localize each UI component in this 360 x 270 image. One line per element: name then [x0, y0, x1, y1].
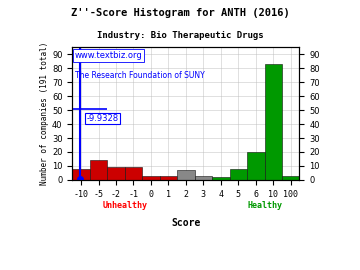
Bar — [230, 169, 247, 180]
Bar — [72, 169, 90, 180]
Bar — [195, 176, 212, 180]
Bar — [107, 167, 125, 180]
Text: www.textbiz.org: www.textbiz.org — [75, 51, 142, 60]
Text: Healthy: Healthy — [247, 201, 282, 210]
Bar — [142, 176, 160, 180]
Bar — [90, 160, 107, 180]
Text: Industry: Bio Therapeutic Drugs: Industry: Bio Therapeutic Drugs — [97, 31, 263, 40]
Text: Z''-Score Histogram for ANTH (2016): Z''-Score Histogram for ANTH (2016) — [71, 8, 289, 18]
Text: -9.9328: -9.9328 — [86, 114, 118, 123]
Bar — [212, 177, 230, 180]
Y-axis label: Number of companies (191 total): Number of companies (191 total) — [40, 42, 49, 185]
Bar — [125, 167, 142, 180]
Bar — [282, 176, 300, 180]
Bar — [160, 176, 177, 180]
Text: Unhealthy: Unhealthy — [102, 201, 147, 210]
X-axis label: Score: Score — [171, 218, 201, 228]
Bar — [177, 170, 195, 180]
Bar — [265, 64, 282, 180]
Text: The Research Foundation of SUNY: The Research Foundation of SUNY — [75, 71, 204, 80]
Bar — [247, 152, 265, 180]
